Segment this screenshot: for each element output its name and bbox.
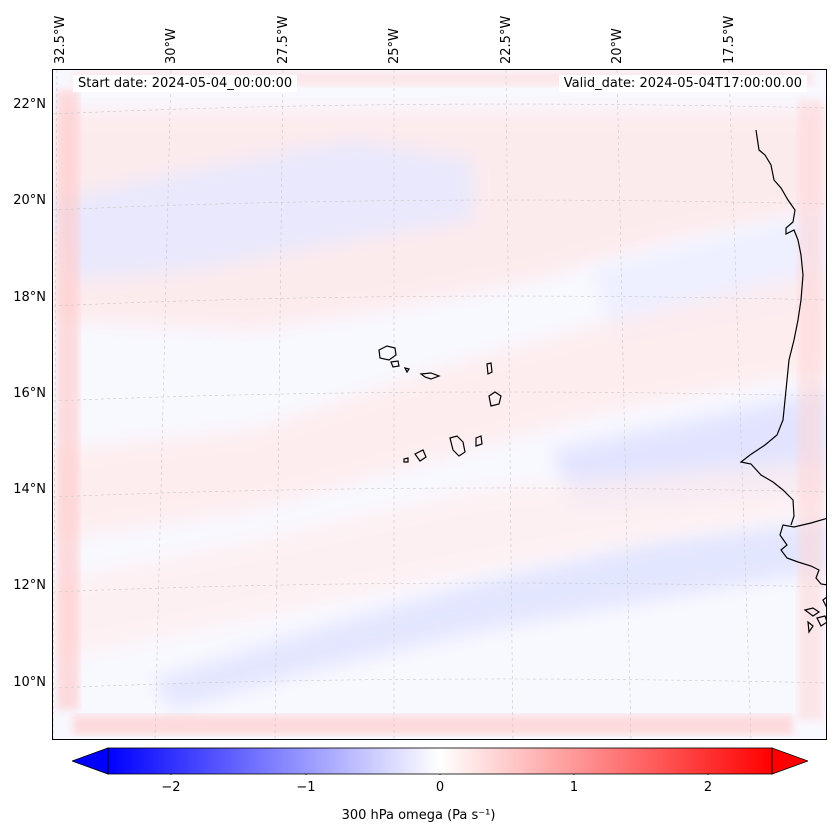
bissau-islands [803,596,826,634]
lon-label-32-5w: 32.5°W [53,15,68,64]
valid-date-label: Valid_date: 2024-05-04T17:00:00.00 [558,75,807,92]
lon-label-22-5w: 22.5°W [499,15,514,64]
lat-label-18n: 18°N [13,290,46,305]
boundary-right-red [798,100,823,720]
colorbar-gradient [107,747,773,775]
colorbar-tick-minus-1: −1 [296,780,316,795]
lat-label-16n: 16°N [13,386,46,401]
lat-label-10n: 10°N [13,675,46,690]
boundary-left-red [57,90,79,710]
lon-label-30w: 30°W [164,28,179,64]
coastline [378,129,826,634]
fogo-island [414,449,427,462]
lon-label-25w: 25°W [387,28,402,64]
colorbar-tick-minus-2: −2 [161,780,181,795]
colorbar-tick-1: 1 [569,780,579,795]
lat-label-22n: 22°N [13,97,46,112]
colorbar-extend-max [771,747,808,775]
positive-omega-band-south [53,460,826,660]
africa-coastline-south [779,517,826,586]
colorbar-extend-min [72,747,109,775]
boa-vista-island [488,391,502,407]
boundary-bottom-red [73,715,793,735]
negative-omega-patch-northwest [53,140,473,280]
omega-field-map [53,70,826,739]
negative-omega-band-south [153,520,826,710]
lat-label-14n: 14°N [13,482,46,497]
colorbar [72,747,808,775]
gridlines [53,70,826,739]
map-plot-area [52,69,827,740]
maio-island [475,435,483,447]
lon-label-17-5w: 17.5°W [722,15,737,64]
positive-omega-band-middle [53,270,826,540]
santo-antao-island [378,345,397,361]
sao-nicolau-island [419,372,441,380]
africa-coastline-north [739,129,804,526]
omega-shading [53,72,826,735]
santa-luzia-island [403,367,410,374]
lat-label-12n: 12°N [13,578,46,593]
lon-label-27-5w: 27.5°W [276,15,291,64]
brava-island [403,457,409,463]
sal-island [486,362,493,375]
colorbar-tick-2: 2 [703,780,713,795]
santiago-island [449,435,466,457]
colorbar-label: 300 hPa omega (Pa s⁻¹) [341,808,496,823]
lon-label-20w: 20°W [610,28,625,64]
start-date-label: Start date: 2024-05-04_00:00:00 [73,75,298,92]
colorbar-tick-0: 0 [435,780,445,795]
lat-label-20n: 20°N [13,193,46,208]
sao-vicente-island [390,360,400,368]
